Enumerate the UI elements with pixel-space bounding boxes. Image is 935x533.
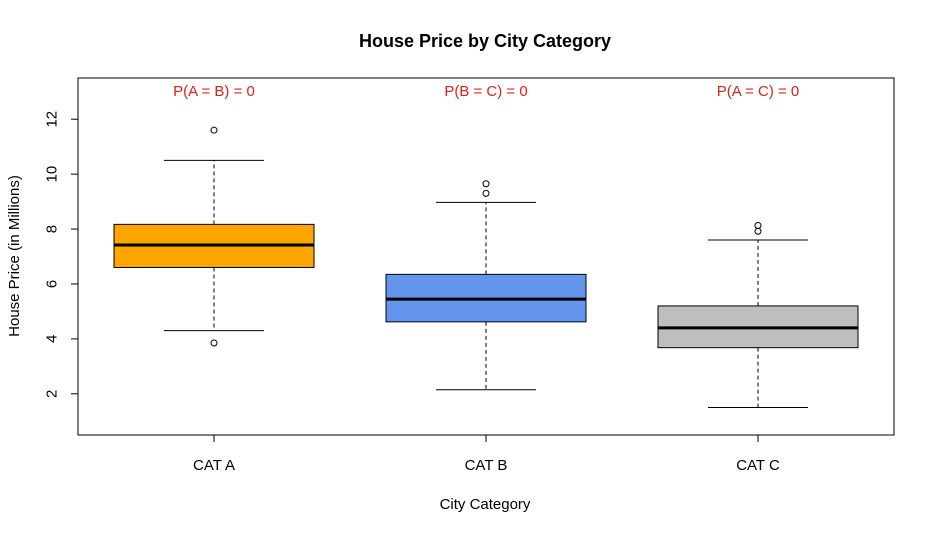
p-value-annotation: P(A = B) = 0 bbox=[173, 83, 255, 100]
p-value-annotation: P(A = C) = 0 bbox=[717, 83, 800, 100]
x-tick-label: CAT A bbox=[193, 457, 235, 474]
outlier-point bbox=[210, 126, 218, 134]
y-axis-label: House Price (in Millions) bbox=[6, 175, 23, 337]
chart-title: House Price by City Category bbox=[359, 31, 611, 51]
y-axis: 2 4 6 8 10 12 bbox=[44, 111, 78, 398]
y-tick-label: 10 bbox=[44, 166, 61, 183]
outlier-point bbox=[754, 227, 762, 235]
annotations: P(A = B) = 0 P(B = C) = 0 P(A = C) = 0 bbox=[173, 83, 799, 100]
outlier-point bbox=[482, 180, 490, 188]
x-tick-label: CAT C bbox=[736, 457, 780, 474]
x-axis-label: City Category bbox=[440, 496, 531, 513]
y-tick-label: 8 bbox=[44, 225, 61, 233]
outlier-point bbox=[482, 189, 490, 197]
p-value-annotation: P(B = C) = 0 bbox=[444, 83, 527, 100]
y-tick-label: 12 bbox=[44, 111, 61, 128]
box-cat-b bbox=[385, 180, 587, 391]
x-tick-label: CAT B bbox=[465, 457, 508, 474]
box-cat-a bbox=[113, 126, 315, 347]
box-cat-c bbox=[657, 221, 859, 409]
y-tick-label: 2 bbox=[44, 390, 61, 398]
y-tick-label: 4 bbox=[44, 335, 61, 343]
outlier-point bbox=[210, 339, 218, 347]
y-tick-label: 6 bbox=[44, 280, 61, 288]
x-axis: CAT A CAT B CAT C bbox=[193, 435, 780, 474]
outlier-point bbox=[754, 221, 762, 229]
boxes bbox=[113, 126, 859, 409]
